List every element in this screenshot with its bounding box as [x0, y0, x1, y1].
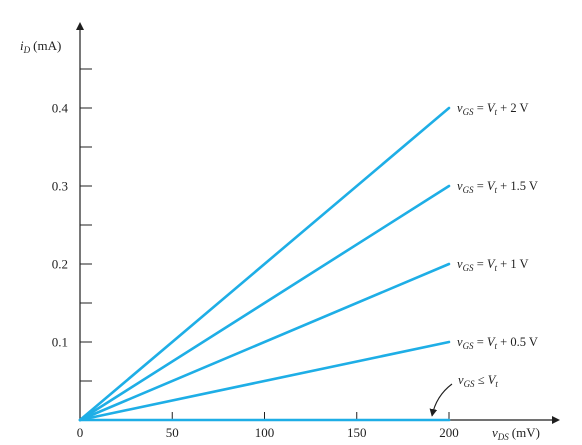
ticks: 0 50 100 150 200 0.1 0.2 0.3 0.4 [52, 68, 459, 440]
x-tick-label: 50 [166, 425, 179, 440]
y-axis-label: iD (mA) [20, 38, 61, 55]
x-tick-label: 100 [255, 425, 275, 440]
series-line [78, 262, 451, 422]
x-tick-label: 0 [77, 425, 84, 440]
series-label: vGS = Vt + 1 V [457, 257, 529, 273]
series-lines [78, 106, 451, 422]
series-label: vGS ≤ Vt [458, 373, 498, 389]
x-tick-label: 150 [347, 425, 367, 440]
series-line [78, 184, 451, 422]
callout-arrow [429, 383, 453, 417]
series-label: vGS = Vt + 2 V [457, 101, 529, 117]
y-axis-arrow [76, 22, 84, 30]
series-labels: vGS = Vt + 2 V vGS = Vt + 1.5 V vGS = Vt +… [457, 101, 538, 389]
x-axis-label: vDS (mV) [492, 425, 540, 442]
series-label: vGS = Vt + 0.5 V [457, 335, 538, 351]
x-axis-arrow [552, 416, 560, 424]
series-line [78, 340, 451, 422]
x-tick-label: 200 [439, 425, 459, 440]
y-tick-label: 0.1 [52, 335, 68, 350]
series-line [78, 106, 451, 422]
y-tick-label: 0.3 [52, 179, 68, 194]
y-tick-label: 0.2 [52, 257, 68, 272]
series-label: vGS = Vt + 1.5 V [457, 179, 538, 195]
y-tick-label: 0.4 [52, 101, 69, 116]
